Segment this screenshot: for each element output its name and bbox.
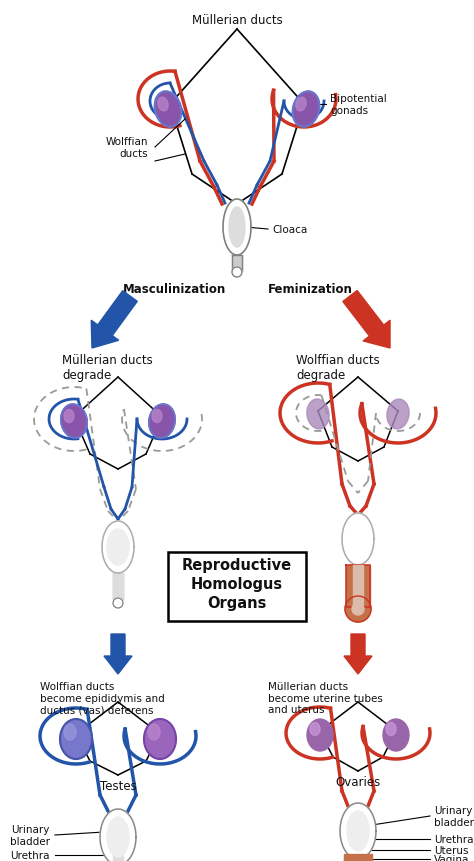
Text: Feminization: Feminization	[267, 282, 353, 295]
FancyArrow shape	[344, 635, 372, 674]
Polygon shape	[342, 513, 374, 566]
Ellipse shape	[296, 98, 306, 112]
Polygon shape	[102, 522, 134, 573]
Polygon shape	[113, 855, 123, 861]
Text: Urinary
bladder: Urinary bladder	[10, 824, 50, 846]
Ellipse shape	[158, 98, 168, 112]
Ellipse shape	[307, 400, 329, 430]
Polygon shape	[353, 566, 363, 604]
Polygon shape	[107, 817, 129, 857]
Polygon shape	[340, 803, 376, 859]
Ellipse shape	[155, 92, 182, 127]
Polygon shape	[347, 811, 369, 851]
Text: Testes: Testes	[100, 779, 137, 792]
Text: Bipotential
gonads: Bipotential gonads	[330, 94, 387, 115]
FancyBboxPatch shape	[168, 553, 306, 622]
Text: Urinary
bladder: Urinary bladder	[434, 805, 474, 827]
Polygon shape	[113, 573, 123, 599]
Text: Urethra: Urethra	[434, 834, 474, 844]
Circle shape	[113, 598, 123, 608]
Ellipse shape	[292, 92, 319, 127]
Text: Wolffian ducts
degrade: Wolffian ducts degrade	[296, 354, 380, 381]
Text: Müllerian ducts: Müllerian ducts	[191, 14, 283, 27]
Ellipse shape	[60, 719, 92, 759]
Circle shape	[232, 268, 242, 278]
Polygon shape	[346, 566, 370, 607]
Circle shape	[352, 604, 364, 616]
Ellipse shape	[64, 410, 74, 423]
Ellipse shape	[310, 722, 320, 735]
Text: Ovaries: Ovaries	[336, 775, 381, 788]
Ellipse shape	[152, 410, 162, 423]
Ellipse shape	[61, 405, 87, 438]
Text: Urethra: Urethra	[10, 850, 50, 860]
Text: Wolffian
ducts: Wolffian ducts	[106, 137, 148, 158]
Text: Vagina: Vagina	[434, 854, 469, 861]
Ellipse shape	[149, 405, 175, 438]
FancyArrow shape	[91, 291, 137, 349]
Ellipse shape	[144, 719, 176, 759]
Text: Reproductive
Homologus
Organs: Reproductive Homologus Organs	[182, 557, 292, 610]
Text: Wolffian ducts
become epididymis and
ductus (vas) deferens: Wolffian ducts become epididymis and duc…	[40, 681, 165, 715]
Ellipse shape	[386, 722, 396, 735]
Ellipse shape	[307, 719, 333, 751]
Polygon shape	[223, 200, 251, 256]
FancyArrow shape	[104, 635, 132, 674]
Polygon shape	[232, 256, 242, 272]
Polygon shape	[344, 854, 372, 861]
FancyArrow shape	[343, 291, 390, 349]
Text: Müllerian ducts
degrade: Müllerian ducts degrade	[62, 354, 153, 381]
Ellipse shape	[383, 719, 409, 751]
Ellipse shape	[148, 724, 160, 740]
Polygon shape	[107, 530, 129, 566]
Polygon shape	[229, 208, 245, 248]
Polygon shape	[100, 809, 136, 861]
Text: Masculinization: Masculinization	[123, 282, 227, 295]
Ellipse shape	[387, 400, 409, 430]
Polygon shape	[344, 859, 372, 861]
Circle shape	[345, 597, 371, 623]
Text: Müllerian ducts
become uterine tubes
and uterus: Müllerian ducts become uterine tubes and…	[268, 681, 383, 715]
Ellipse shape	[64, 724, 76, 740]
Text: Uterus: Uterus	[434, 845, 468, 855]
Text: Cloaca: Cloaca	[272, 225, 307, 235]
